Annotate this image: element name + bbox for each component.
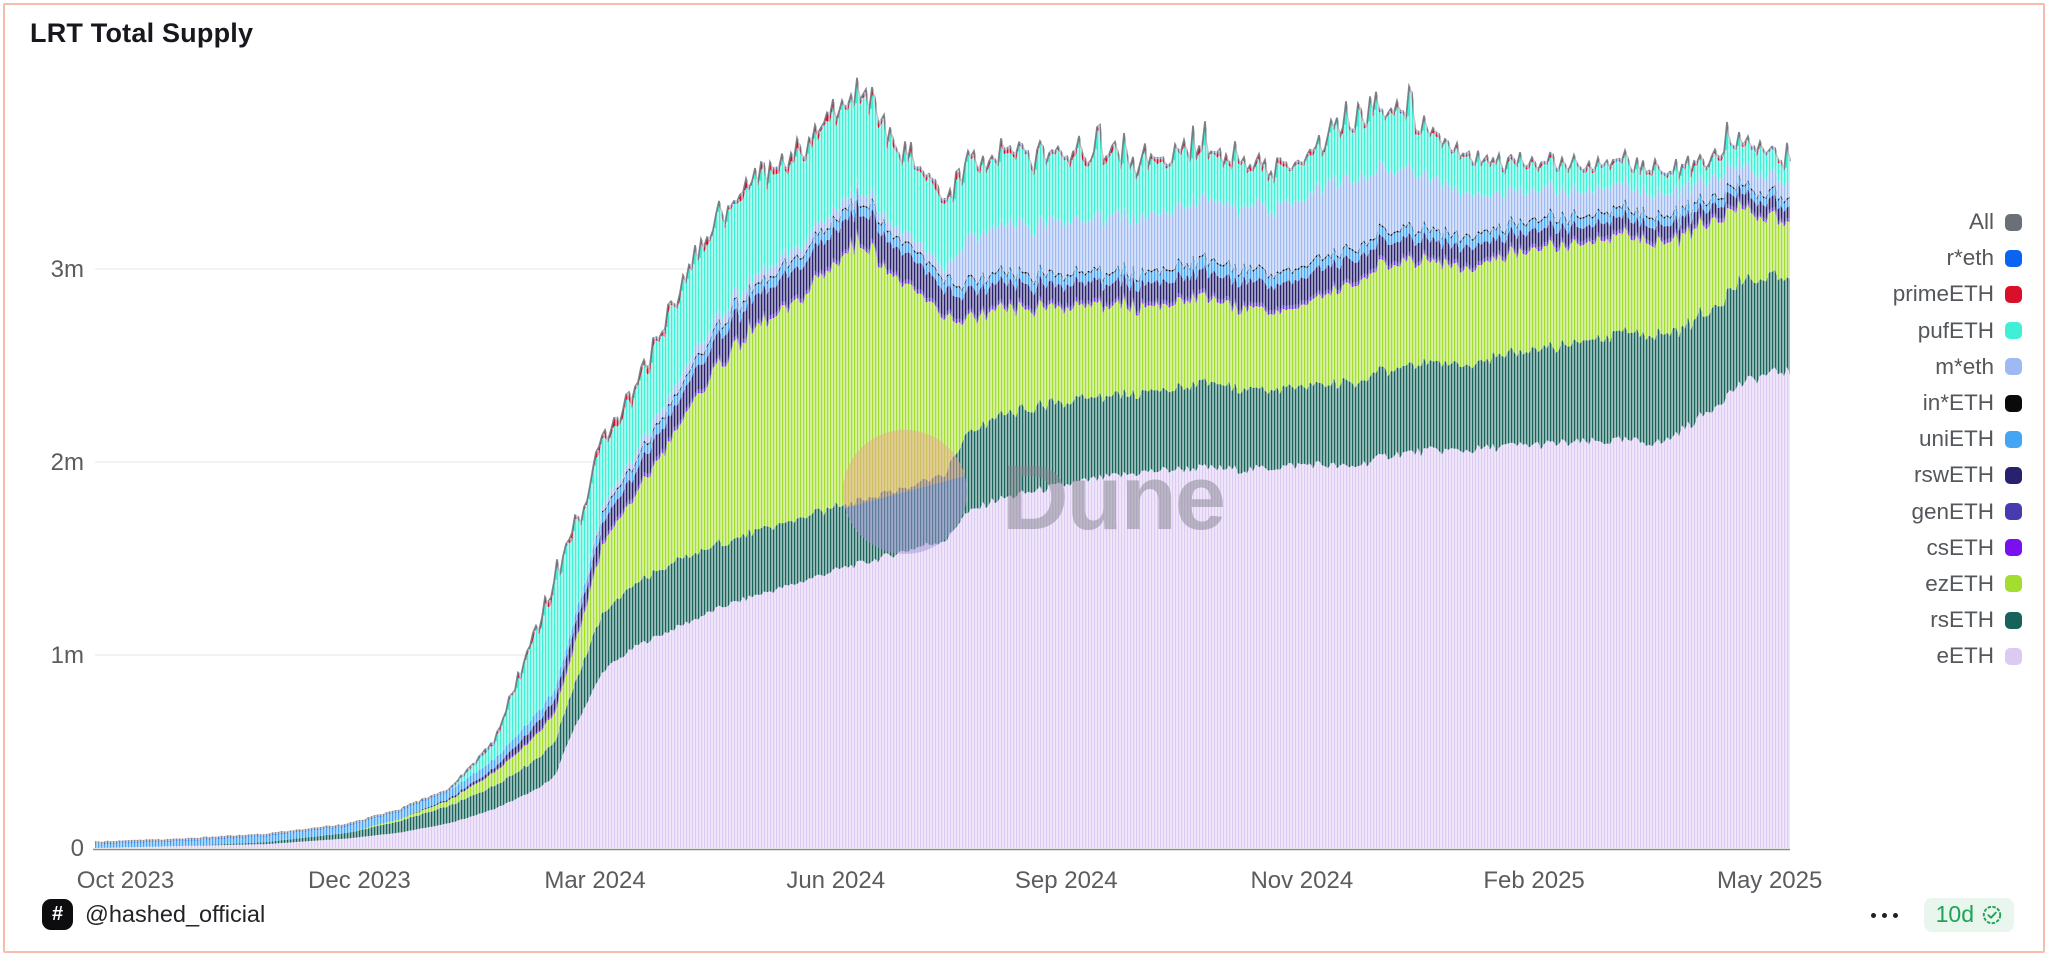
- legend-item-unieth[interactable]: uniETH: [1812, 421, 2022, 457]
- x-axis-label: Sep 2024: [1015, 867, 1118, 894]
- x-axis-label: Nov 2024: [1250, 867, 1353, 894]
- x-axis-label: Feb 2025: [1483, 867, 1584, 894]
- legend-label: r*eth: [1946, 245, 1994, 271]
- series-line-all: [94, 77, 1791, 844]
- ellipsis-dot: [1870, 912, 1876, 918]
- chart-legend: All r*eth primeETH pufETH m*eth in*ETH uniETH r…: [1812, 204, 2022, 674]
- legend-swatch: [2005, 503, 2022, 521]
- author-handle[interactable]: @hashed_official: [85, 901, 266, 927]
- legend-item-primeeth[interactable]: primeETH: [1812, 276, 2022, 312]
- chart-title: LRT Total Supply: [30, 18, 254, 48]
- legend-item-eeth[interactable]: eETH: [1812, 638, 2022, 674]
- legend-label: in*ETH: [1922, 390, 1994, 416]
- hash-icon: #: [42, 899, 73, 930]
- legend-label: ezETH: [1925, 570, 1994, 596]
- legend-swatch: [2005, 611, 2022, 629]
- legend-item-rseth[interactable]: rsETH: [1812, 602, 2022, 638]
- legend-label: m*eth: [1935, 353, 1994, 379]
- legend-swatch: [2005, 430, 2022, 448]
- author[interactable]: # @hashed_official: [42, 899, 265, 930]
- legend-item-ezeth[interactable]: ezETH: [1812, 566, 2022, 602]
- legend-swatch: [2005, 358, 2022, 376]
- ellipsis-dot: [1881, 912, 1887, 918]
- legend-item-all[interactable]: All: [1812, 204, 2022, 240]
- y-axis-label: 2m: [51, 449, 84, 476]
- y-axis-label: 0: [71, 835, 84, 862]
- legend-item-ineth[interactable]: in*ETH: [1812, 385, 2022, 421]
- legend-label: All: [1968, 209, 1994, 235]
- y-axis-label: 1m: [51, 642, 84, 669]
- legend-label: uniETH: [1918, 426, 1994, 452]
- legend-label: eETH: [1936, 643, 1994, 669]
- ellipsis-menu-button[interactable]: [1867, 909, 1902, 922]
- legend-swatch: [2005, 322, 2022, 340]
- ellipsis-dot: [1892, 912, 1898, 918]
- legend-swatch: [2005, 213, 2022, 231]
- legend-label: rswETH: [1914, 462, 1994, 488]
- legend-swatch: [2005, 394, 2022, 412]
- legend-swatch: [2005, 575, 2022, 593]
- legend-swatch: [2005, 285, 2022, 303]
- legend-label: primeETH: [1892, 281, 1994, 307]
- legend-item-pufeth[interactable]: pufETH: [1812, 313, 2022, 349]
- legend-item-cseth[interactable]: csETH: [1812, 530, 2022, 566]
- legend-label: genETH: [1911, 498, 1994, 524]
- y-axis-label: 3m: [51, 256, 84, 283]
- legend-swatch: [2005, 539, 2022, 557]
- x-axis-label: Oct 2023: [77, 867, 174, 894]
- legend-label: rsETH: [1930, 607, 1994, 633]
- verified-seal-icon: [1982, 905, 2002, 924]
- x-axis-label: Dec 2023: [308, 867, 411, 894]
- legend-swatch: [2005, 647, 2022, 665]
- x-axis-label: Mar 2024: [544, 867, 645, 894]
- legend-swatch: [2005, 466, 2022, 484]
- legend-item-meth[interactable]: m*eth: [1812, 349, 2022, 385]
- footer: # @hashed_official 10d: [0, 896, 2048, 940]
- legend-item-reth[interactable]: r*eth: [1812, 240, 2022, 276]
- x-axis-label: May 2025: [1717, 867, 1822, 894]
- dune-watermark: Dune: [843, 430, 1226, 554]
- legend-item-rsweth[interactable]: rswETH: [1812, 457, 2022, 493]
- legend-label: csETH: [1926, 534, 1995, 560]
- refresh-badge[interactable]: 10d: [1923, 898, 2014, 932]
- legend-item-geneth[interactable]: genETH: [1812, 494, 2022, 530]
- dune-watermark-text: Dune: [1002, 447, 1224, 549]
- x-axis-label: Jun 2024: [786, 867, 885, 894]
- dune-logo-top-half: [843, 430, 965, 508]
- refresh-badge-label: 10d: [1935, 901, 1974, 927]
- legend-label: pufETH: [1917, 317, 1994, 343]
- legend-swatch: [2005, 249, 2022, 267]
- series-band-pufeth: [95, 81, 1790, 845]
